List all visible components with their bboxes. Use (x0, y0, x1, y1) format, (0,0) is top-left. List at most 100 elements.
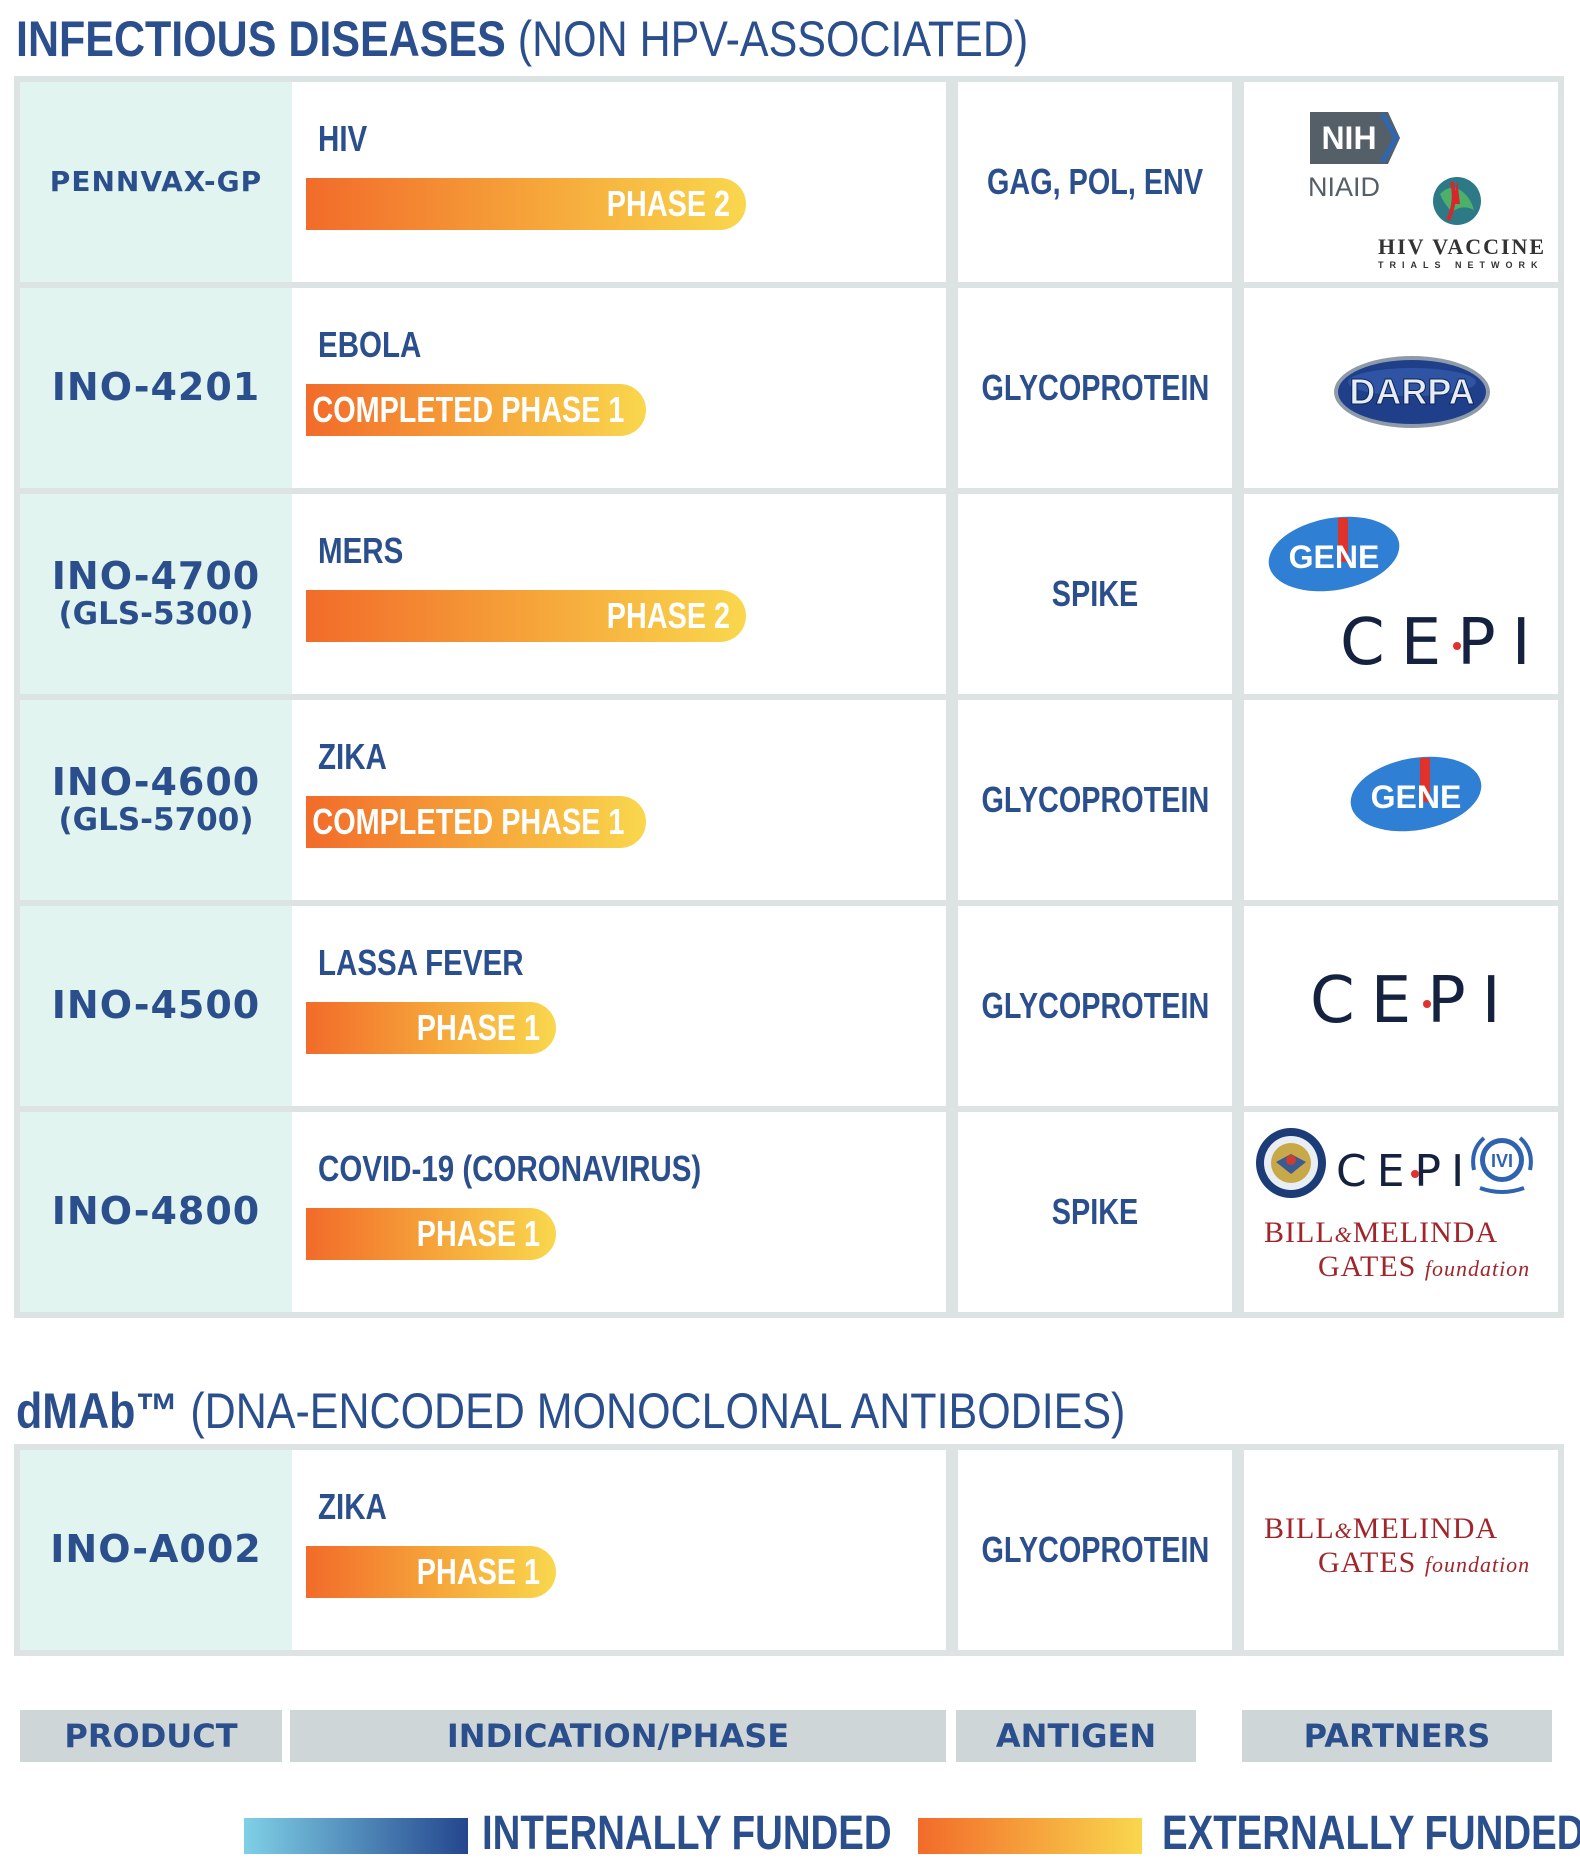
gates-logo-text: GATES (1318, 1250, 1417, 1283)
product-subname: (GLS-5300) (58, 595, 254, 632)
product-cell: PENNVAX-GP (20, 82, 292, 282)
cepi-red-dot-icon (1410, 1170, 1419, 1178)
legend-swatch-external (918, 1818, 1142, 1854)
phase-bar: PHASE 2 (306, 590, 746, 642)
antigen-label: GLYCOPROTEIN (981, 779, 1209, 820)
indication-label: LASSA FEVER (318, 942, 524, 983)
antigen-cell: GLYCOPROTEIN (958, 700, 1238, 900)
cepi-letter: E (1400, 606, 1458, 680)
hvtn-globe-icon (1433, 177, 1481, 225)
product-name: INO-4600 (51, 760, 261, 804)
pipeline-table-dmab: INO-A002 ZIKA PHASE 1 GLYCOPROTEIN BILL&… (14, 1444, 1564, 1656)
product-cell: INO-4800 (20, 1112, 292, 1312)
partners-cell: GENE CEPI (1244, 494, 1558, 694)
indication-label: ZIKA (318, 736, 387, 777)
gates-logo-text: MELINDA (1352, 1216, 1499, 1249)
product-cell: INO-4500 (20, 906, 292, 1106)
product-cell: INO-4700 (GLS-5300) (20, 494, 292, 694)
partners-cell: BILL&MELINDA GATES foundation (1244, 1450, 1558, 1650)
product-name: INO-4700 (51, 554, 261, 598)
gates-logo-text: foundation (1424, 1552, 1531, 1577)
gates-logo-text: & (1334, 1222, 1353, 1247)
section-title-infectious: INFECTIOUS DISEASES (NON HPV-ASSOCIATED) (16, 14, 1028, 64)
product-name: INO-4201 (51, 365, 261, 410)
partners-cell: CEPI IVI BILL&MELINDA GATES foundation (1244, 1112, 1558, 1312)
ivi-logo: IVI (1471, 1136, 1533, 1194)
antigen-label: GLYCOPROTEIN (981, 985, 1209, 1026)
gates-logo-text: BILL (1264, 1216, 1335, 1249)
cepi-letter: E (1376, 1146, 1415, 1197)
partners-cell: CEPI (1244, 906, 1558, 1106)
indication-cell: ZIKA PHASE 1 (292, 1450, 952, 1650)
gates-logo-text: BILL (1264, 1512, 1335, 1545)
table-row: INO-4700 (GLS-5300) MERS PHASE 2 SPIKE G… (20, 494, 1558, 700)
indication-label: COVID-19 (CORONAVIRUS) (318, 1148, 702, 1189)
section-title-dmab: dMAb™ (DNA-ENCODED MONOCLONAL ANTIBODIES… (16, 1386, 1125, 1436)
cepi-letter: C (1340, 606, 1401, 680)
nih-logo-text: NIH (1321, 120, 1377, 156)
phase-bar: PHASE 1 (306, 1546, 556, 1598)
gene-logo: GENE (1350, 756, 1482, 832)
partners-cell: DARPA (1244, 288, 1558, 488)
table-row: INO-4500 LASSA FEVER PHASE 1 GLYCOPROTEI… (20, 906, 1558, 1112)
partners-cell: NIH NIAID HIV VACCINE TRIALS NETWORK (1244, 82, 1558, 282)
dod-seal-icon (1256, 1128, 1326, 1198)
antigen-label: SPIKE (1051, 573, 1139, 614)
table-row: INO-4201 EBOLA COMPLETED PHASE 1 GLYCOPR… (20, 288, 1558, 494)
antigen-label: GLYCOPROTEIN (981, 367, 1209, 408)
antigen-label: GAG, POL, ENV (986, 161, 1204, 202)
phase-bar: COMPLETED PHASE 1 (306, 384, 646, 436)
phase-label: PHASE 1 (416, 1213, 540, 1254)
table-row: INO-4600 (GLS-5700) ZIKA COMPLETED PHASE… (20, 700, 1558, 906)
indication-label: HIV (318, 118, 368, 159)
cepi-letter: E (1370, 964, 1428, 1038)
antigen-label: SPIKE (1051, 1191, 1139, 1232)
phase-bar: PHASE 1 (306, 1208, 556, 1260)
legend-label-external: EXTERNALLY FUNDED (1162, 1807, 1580, 1860)
antigen-cell: SPIKE (958, 1112, 1238, 1312)
antigen-cell: GLYCOPROTEIN (958, 288, 1238, 488)
section-title-bold: INFECTIOUS DISEASES (16, 11, 506, 67)
cepi-letter: I (1451, 1146, 1475, 1197)
legend-swatch-internal (244, 1818, 468, 1854)
indication-cell: COVID-19 (CORONAVIRUS) PHASE 1 (292, 1112, 952, 1312)
indication-label: EBOLA (318, 324, 422, 365)
hvtn-logo-subtext: TRIALS NETWORK (1378, 260, 1544, 270)
section-title-sub: (NON HPV-ASSOCIATED) (517, 11, 1029, 67)
product-cell: INO-4600 (GLS-5700) (20, 700, 292, 900)
gates-foundation-logo: BILL&MELINDA GATES foundation (1264, 1216, 1530, 1284)
product-name: INO-4800 (51, 1189, 261, 1234)
gates-logo-text: MELINDA (1352, 1512, 1499, 1545)
table-row: INO-4800 COVID-19 (CORONAVIRUS) PHASE 1 … (20, 1112, 1558, 1312)
indication-cell: HIV PHASE 2 (292, 82, 952, 282)
column-header-indication: INDICATION/PHASE (290, 1710, 946, 1762)
legend-label-internal: INTERNALLY FUNDED (482, 1807, 892, 1860)
antigen-cell: GLYCOPROTEIN (958, 1450, 1238, 1650)
gates-logo-text: foundation (1424, 1256, 1531, 1281)
darpa-logo-text: DARPA (1349, 371, 1474, 412)
gates-logo-text: GATES (1318, 1546, 1417, 1579)
ivi-logo-text: IVI (1491, 1151, 1513, 1171)
darpa-logo: DARPA (1334, 356, 1490, 428)
indication-label: ZIKA (318, 1486, 387, 1527)
antigen-cell: GAG, POL, ENV (958, 82, 1238, 282)
indication-label: MERS (318, 530, 404, 571)
gates-foundation-logo: BILL&MELINDA GATES foundation (1264, 1512, 1530, 1580)
cepi-red-dot-icon (1453, 642, 1462, 651)
phase-label: PHASE 2 (606, 595, 730, 636)
cepi-red-dot-icon (1423, 1000, 1432, 1009)
indication-cell: MERS PHASE 2 (292, 494, 952, 694)
phase-bar: PHASE 1 (306, 1002, 556, 1054)
product-name: PENNVAX-GP (49, 165, 263, 199)
hvtn-logo-text: HIV VACCINE (1378, 234, 1547, 259)
section-title-sub: (DNA-ENCODED MONOCLONAL ANTIBODIES) (190, 1383, 1126, 1439)
phase-bar: PHASE 2 (306, 178, 746, 230)
phase-label: COMPLETED PHASE 1 (312, 801, 625, 842)
cepi-logo: CEPI (1336, 1146, 1474, 1197)
column-header-product: PRODUCT (20, 1710, 282, 1762)
gates-logo-text: & (1334, 1518, 1353, 1543)
product-cell: INO-A002 (20, 1450, 292, 1650)
product-name: INO-A002 (50, 1527, 262, 1572)
antigen-cell: GLYCOPROTEIN (958, 906, 1238, 1106)
product-name: INO-4500 (51, 983, 261, 1028)
